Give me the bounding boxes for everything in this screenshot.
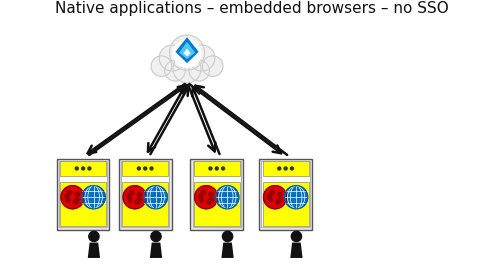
- Circle shape: [278, 167, 281, 170]
- Bar: [121, 161, 169, 227]
- Polygon shape: [221, 242, 234, 258]
- Circle shape: [68, 190, 72, 194]
- Circle shape: [128, 198, 132, 202]
- Circle shape: [207, 200, 211, 204]
- Circle shape: [123, 186, 146, 209]
- Circle shape: [66, 198, 70, 202]
- Polygon shape: [290, 242, 302, 258]
- Bar: [263, 161, 309, 176]
- Circle shape: [173, 55, 201, 83]
- Polygon shape: [175, 37, 199, 63]
- Polygon shape: [150, 242, 162, 258]
- Bar: [57, 159, 109, 230]
- Circle shape: [61, 186, 84, 209]
- Circle shape: [75, 192, 80, 197]
- Circle shape: [150, 167, 153, 170]
- Circle shape: [127, 194, 132, 198]
- Circle shape: [144, 167, 147, 170]
- Circle shape: [209, 167, 212, 170]
- Circle shape: [267, 194, 272, 198]
- Circle shape: [284, 167, 287, 170]
- Circle shape: [189, 45, 215, 71]
- Circle shape: [203, 56, 223, 76]
- Bar: [193, 161, 240, 176]
- Circle shape: [144, 186, 168, 209]
- Bar: [263, 182, 309, 226]
- Bar: [122, 182, 168, 226]
- Circle shape: [82, 167, 84, 170]
- Text: Native applications – embedded browsers – no SSO: Native applications – embedded browsers …: [55, 1, 448, 16]
- Polygon shape: [183, 49, 191, 56]
- Bar: [259, 159, 312, 230]
- Circle shape: [82, 186, 105, 209]
- Circle shape: [75, 198, 80, 202]
- Circle shape: [137, 167, 140, 170]
- Circle shape: [216, 167, 218, 170]
- Bar: [119, 159, 171, 230]
- Circle shape: [165, 60, 185, 81]
- Circle shape: [137, 198, 142, 202]
- Circle shape: [199, 194, 203, 198]
- Polygon shape: [179, 42, 195, 59]
- Circle shape: [278, 198, 282, 202]
- Circle shape: [195, 186, 218, 209]
- Circle shape: [75, 167, 78, 170]
- Circle shape: [89, 231, 99, 242]
- Circle shape: [270, 190, 275, 194]
- Circle shape: [209, 192, 213, 197]
- Circle shape: [222, 231, 233, 242]
- Circle shape: [137, 192, 142, 197]
- Circle shape: [216, 186, 239, 209]
- Circle shape: [130, 190, 134, 194]
- Circle shape: [268, 198, 272, 202]
- Bar: [122, 161, 168, 176]
- Circle shape: [151, 231, 161, 242]
- Circle shape: [202, 190, 205, 194]
- Circle shape: [285, 186, 308, 209]
- Circle shape: [278, 192, 282, 197]
- Circle shape: [65, 194, 69, 198]
- Circle shape: [151, 56, 172, 76]
- Circle shape: [199, 198, 204, 202]
- Bar: [60, 182, 106, 226]
- Bar: [191, 159, 243, 230]
- Circle shape: [73, 200, 77, 204]
- Circle shape: [222, 167, 225, 170]
- Circle shape: [159, 45, 185, 71]
- Circle shape: [264, 186, 287, 209]
- Circle shape: [290, 167, 293, 170]
- Bar: [262, 161, 310, 227]
- Circle shape: [88, 167, 91, 170]
- Circle shape: [209, 198, 213, 202]
- Bar: [192, 161, 241, 227]
- Circle shape: [189, 60, 209, 81]
- Circle shape: [169, 35, 204, 70]
- Polygon shape: [88, 242, 100, 258]
- Circle shape: [276, 200, 280, 204]
- Bar: [59, 161, 107, 227]
- Circle shape: [135, 200, 140, 204]
- Bar: [60, 161, 106, 176]
- Circle shape: [291, 231, 301, 242]
- Bar: [193, 182, 240, 226]
- Circle shape: [173, 40, 201, 67]
